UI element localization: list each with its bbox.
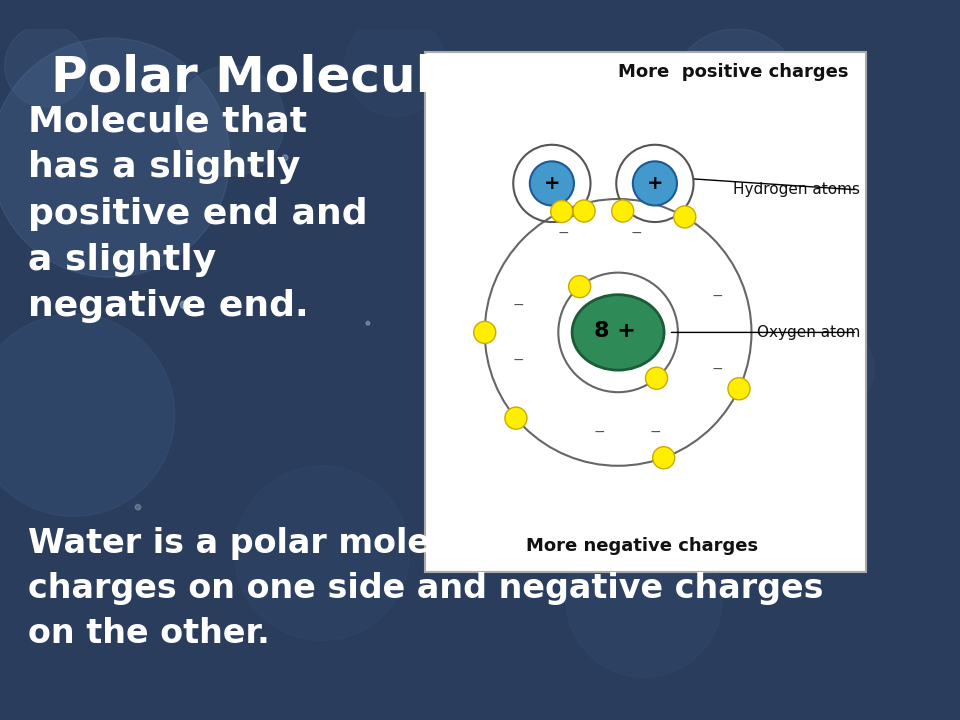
Text: Water is a polar molecule with positive
charges on one side and negative charges: Water is a polar molecule with positive … [28, 528, 823, 650]
Text: −: − [711, 362, 723, 376]
Text: More  positive charges: More positive charges [618, 63, 849, 81]
Circle shape [0, 38, 230, 277]
Circle shape [573, 200, 595, 222]
Text: −: − [594, 425, 606, 438]
Text: +: + [647, 174, 663, 193]
Text: −: − [557, 226, 568, 240]
Circle shape [568, 276, 590, 297]
Circle shape [234, 466, 409, 641]
Circle shape [641, 72, 647, 78]
Circle shape [645, 367, 667, 390]
Circle shape [671, 29, 801, 158]
Text: Oxygen atom: Oxygen atom [756, 325, 860, 340]
Circle shape [5, 24, 87, 107]
Circle shape [696, 247, 702, 253]
Ellipse shape [572, 294, 664, 370]
Circle shape [366, 321, 370, 325]
Circle shape [565, 521, 722, 678]
Text: −: − [513, 298, 524, 312]
Circle shape [473, 321, 495, 343]
Circle shape [612, 200, 634, 222]
Text: 8 +: 8 + [594, 320, 636, 341]
Text: −: − [711, 289, 723, 302]
Text: +: + [543, 174, 560, 193]
Circle shape [180, 301, 187, 308]
Circle shape [551, 200, 573, 222]
Circle shape [175, 66, 285, 176]
Text: More negative charges: More negative charges [526, 537, 758, 555]
Bar [425, 52, 867, 572]
Circle shape [633, 161, 677, 205]
Text: Molecule that
has a slightly
positive end and
a slightly
negative end.: Molecule that has a slightly positive en… [28, 104, 368, 323]
Circle shape [530, 161, 574, 205]
Circle shape [135, 505, 141, 510]
Text: Hydrogen atoms: Hydrogen atoms [733, 182, 860, 197]
Circle shape [505, 407, 527, 429]
Circle shape [282, 155, 288, 161]
Text: −: − [649, 425, 660, 438]
Text: −: − [631, 226, 642, 240]
Circle shape [653, 446, 675, 469]
Circle shape [0, 314, 175, 516]
Circle shape [674, 206, 696, 228]
Circle shape [728, 378, 750, 400]
Text: Polar Molecule: Polar Molecule [51, 54, 467, 102]
Text: −: − [513, 353, 524, 367]
Circle shape [781, 323, 874, 415]
Circle shape [751, 503, 757, 511]
Circle shape [345, 15, 446, 116]
